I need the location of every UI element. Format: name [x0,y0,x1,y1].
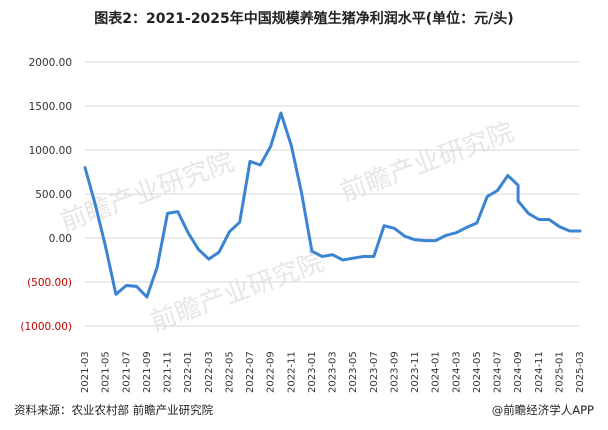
y-tick-label: 1500.00 [29,101,72,113]
data-point [310,250,314,253]
data-point [568,229,571,233]
x-tick-label: 2021-07 [121,351,132,393]
watermark-text: 前瞻产业研究院 [57,147,238,237]
watermark-text: 前瞻产业研究院 [147,247,328,337]
data-point [207,257,210,261]
data-point [290,144,293,147]
data-point [465,226,468,229]
x-tick-label: 2022-07 [245,351,256,393]
data-point [485,195,489,198]
x-tick-label: 2022-05 [224,351,235,393]
data-point [496,189,499,192]
x-tick-label: 2023-11 [410,351,421,393]
data-point [475,221,479,225]
y-tick-label: (1000.00) [20,321,72,333]
data-point [300,191,303,195]
chart-title: 图表2：2021-2025年中国规模养殖生猪净利润水平(单位：元/头) [94,11,514,27]
x-tick-label: 2024-09 [513,351,524,393]
data-point [444,234,448,237]
data-point [434,239,437,242]
data-point [145,295,149,299]
data-point [125,284,128,287]
y-tick-label: 2000.00 [29,57,72,69]
y-tick-label: 0.00 [49,233,72,245]
data-point [279,111,283,115]
data-point [382,224,386,227]
source-note: 资料来源：农业农村部 前瞻产业研究院 [14,403,214,417]
y-axis-ticks: 2000.00 1500.00 1000.00 500.00 0.00 (500.00) (… [20,57,72,333]
data-point [114,293,118,296]
data-point [351,257,355,260]
series-line [83,111,582,299]
x-tick-label: 2025-01 [554,351,565,393]
data-point [403,235,406,238]
x-tick-label: 2021-05 [101,351,112,393]
x-tick-label: 2024-11 [534,351,545,393]
x-axis-ticks: 2021-03 2021-05 2021-07 2021-09 2021-11 2022-… [80,351,586,393]
data-point [166,212,169,215]
data-point [186,231,190,234]
x-tick-label: 2022-03 [204,351,215,393]
x-tick-label: 2024-07 [493,351,504,393]
grid-lines [85,61,580,327]
data-point [362,255,365,258]
data-point [413,238,417,241]
x-tick-label: 2023-05 [348,351,359,393]
y-tick-label: 500.00 [35,189,72,201]
data-point [228,230,231,234]
x-tick-label: 2023-01 [307,351,318,393]
data-point [176,210,180,213]
x-tick-label: 2022-11 [286,351,297,393]
x-tick-label: 2022-01 [183,351,194,393]
data-point [393,227,396,230]
data-point [341,258,345,262]
data-point [331,253,334,256]
data-point [135,285,138,288]
data-point [578,229,582,233]
x-tick-label: 2024-03 [451,351,462,393]
data-point [424,239,427,242]
data-point [83,166,87,169]
data-point [516,184,520,187]
x-tick-label: 2023-03 [328,351,339,393]
data-point [537,218,540,221]
x-tick-label: 2021-03 [80,351,91,393]
data-point [238,220,241,224]
y-tick-label: (500.00) [27,277,72,289]
data-point [527,212,530,215]
x-tick-label: 2025-03 [575,351,586,393]
x-tick-label: 2024-01 [431,351,442,393]
data-point [455,231,458,234]
y-tick-label: 1000.00 [29,145,72,157]
data-point [155,265,159,269]
data-point [372,255,375,258]
series-layer [83,111,582,299]
x-tick-label: 2021-09 [142,351,153,393]
brand-label: @前瞻经济学人APP [491,403,594,417]
data-point [197,248,200,251]
data-point [217,250,221,254]
data-point [547,218,551,221]
data-point [104,245,107,248]
x-tick-label: 2022-09 [266,351,277,393]
data-point [248,160,252,163]
x-tick-label: 2021-11 [163,351,174,393]
data-point [259,163,262,167]
x-tick-label: 2024-05 [472,351,483,393]
data-point [516,199,520,203]
data-point [320,255,324,258]
data-point [558,225,561,228]
data-point [94,203,97,206]
x-tick-label: 2023-09 [389,351,400,393]
data-point [269,145,272,148]
x-tick-label: 2023-07 [369,351,380,393]
data-point [506,174,510,177]
